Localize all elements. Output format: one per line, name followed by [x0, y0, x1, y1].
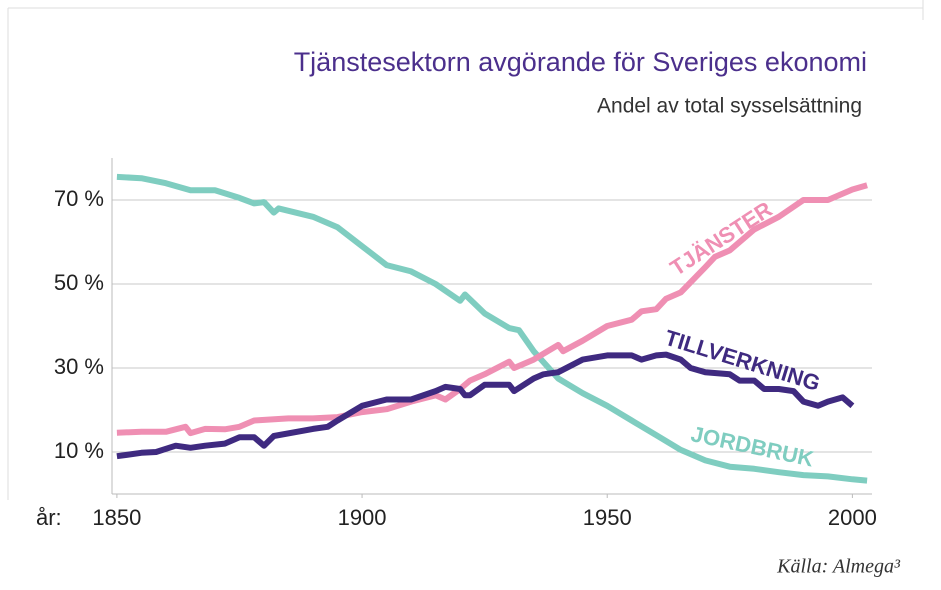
y-tick-label: 70 %: [54, 186, 104, 211]
x-tick-label: 1850: [92, 505, 141, 530]
x-axis-label: år:: [36, 505, 62, 530]
x-tick-label: 1950: [583, 505, 632, 530]
y-tick-label: 30 %: [54, 354, 104, 379]
x-tick-label: 2000: [828, 505, 877, 530]
series-label: TJÄNSTER: [666, 196, 777, 280]
source: Källa: Almega³: [776, 556, 901, 578]
chart-subtitle: Andel av total sysselsättning: [597, 95, 862, 118]
y-tick-label: 50 %: [54, 270, 104, 295]
series-line: [116, 351, 855, 460]
y-tick-label: 10 %: [54, 438, 104, 463]
series-line: [116, 182, 868, 437]
x-tick-label: 1900: [338, 505, 387, 530]
series-line: [116, 173, 868, 484]
chart-title: Tjänstesektorn avgörande för Sveriges ek…: [294, 47, 867, 77]
